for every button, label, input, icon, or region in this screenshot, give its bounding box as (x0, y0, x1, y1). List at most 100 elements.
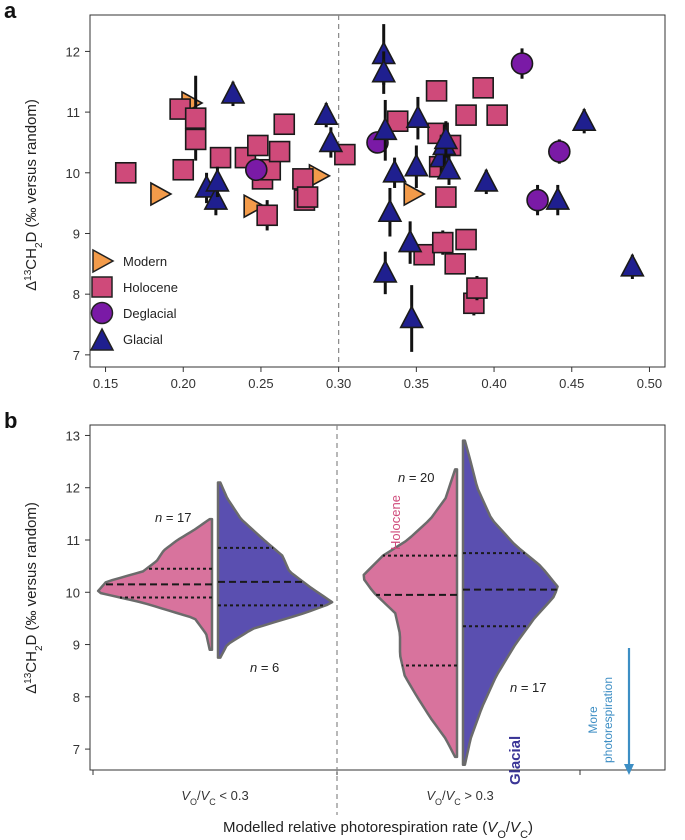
legend-modern-marker (92, 248, 115, 274)
photoresp-arrow-head (624, 764, 634, 775)
point-glacial (372, 116, 398, 141)
panel-a-ylabel-sub: 2 (34, 242, 45, 248)
violin-glacial-right (216, 481, 334, 659)
y-tick-label: 11 (67, 105, 81, 120)
xlabel-slash: / (506, 819, 511, 836)
panel-a-ylabel-sup: 13 (23, 269, 34, 281)
point-modern (243, 193, 266, 219)
n-label-group2-glacial: n = 17 (510, 680, 547, 695)
point-holocene (486, 104, 508, 126)
panel-a-scatter: 0.15 0.20 0.25 0.30 0.35 0.40 0.45 0.50 7 8 9 10 11 1… (23, 14, 666, 391)
point-holocene (466, 277, 488, 299)
x-tick-label: 0.45 (559, 376, 584, 391)
point-holocene (386, 110, 409, 133)
point-holocene (172, 158, 195, 181)
n-label-group1-glacial: n = 6 (250, 660, 279, 675)
panel-b-ylabel-end: D (‰ versus random) (23, 502, 40, 645)
point-holocene (444, 253, 467, 275)
legend-holocene-marker (91, 276, 113, 298)
point-glacial (220, 80, 246, 104)
panel-b-violins (96, 439, 559, 767)
legend: Modern Holocene Deglacial Glacial (89, 248, 178, 351)
point-holocene (425, 80, 448, 102)
point-holocene (273, 113, 296, 136)
panel-b-ylabel-sup: 13 (23, 672, 34, 684)
y-tick-label: 11 (67, 533, 81, 548)
point-holocene (435, 186, 457, 208)
panel-b-ylabel-ch: CH (23, 651, 40, 673)
cat1-slash: / (197, 788, 201, 803)
panel-a-ylabel: Δ13CH2D (‰ versus random) (23, 99, 45, 291)
point-glacial (620, 253, 645, 277)
panel-a-points (114, 24, 645, 352)
point-glacial (571, 107, 597, 132)
point-glacial (382, 159, 407, 183)
glacial-violin-label: Glacial (507, 736, 524, 785)
panel-b-violin: 7 8 9 10 11 12 13 n = 17 n = 6 n = 20 n = 17 H… (23, 424, 666, 840)
category-label-group1: VO/VC < 0.3 (181, 788, 248, 807)
y-tick-label: 7 (73, 348, 80, 363)
series-glacial (194, 24, 645, 352)
xlabel-s2: C (520, 829, 528, 840)
y-tick-label: 13 (66, 428, 80, 443)
violin-glacial-right (461, 439, 559, 767)
point-glacial (405, 104, 431, 128)
category-label-group2: VO/VC > 0.3 (426, 788, 493, 807)
point-holocene (268, 140, 291, 163)
point-holocene (431, 231, 454, 254)
legend-deglacial-label: Deglacial (123, 306, 177, 321)
annotation-line2: photorespiration (601, 677, 615, 763)
y-tick-label: 8 (73, 690, 80, 705)
n-label-group1-holocene: n = 17 (155, 510, 192, 525)
point-glacial (399, 304, 425, 329)
panel-a-label: a (4, 0, 17, 23)
panel-b-ylabel-sub: 2 (34, 645, 45, 651)
point-deglacial (510, 52, 534, 75)
point-holocene (184, 107, 207, 129)
y-tick-label: 10 (66, 585, 80, 600)
n-label-rest: = 6 (257, 660, 279, 675)
cat1-v1: V (181, 788, 191, 803)
n-label-n: n (398, 470, 405, 485)
n-label-n: n (250, 660, 257, 675)
cat2-s1: O (435, 797, 442, 807)
violin-holocene-left (362, 468, 459, 759)
legend-holocene: Holocene (91, 276, 178, 298)
annotation-line1: More (586, 706, 600, 734)
x-tick-label: 0.50 (637, 376, 662, 391)
xlabel-main: Modelled relative photorespiration rate … (223, 819, 487, 836)
cat2-s2: C (454, 797, 461, 807)
point-modern (150, 181, 173, 207)
legend-glacial-marker (89, 327, 115, 351)
panel-b-ylabel-delta: Δ (23, 684, 40, 694)
point-holocene (292, 168, 314, 190)
point-glacial (203, 186, 229, 210)
panel-a-ylabel-delta: Δ (23, 281, 40, 291)
cat2-v2: V (446, 788, 456, 803)
legend-glacial-label: Glacial (123, 332, 163, 347)
point-glacial (377, 198, 403, 223)
n-label-n: n (510, 680, 517, 695)
y-tick-label: 8 (73, 287, 80, 302)
x-tick-label: 0.15 (93, 376, 118, 391)
n-label-rest: = 17 (517, 680, 546, 695)
point-glacial (205, 168, 230, 192)
point-holocene (247, 134, 269, 157)
point-glacial (473, 168, 499, 192)
panel-a-frame (89, 14, 666, 368)
x-tick-label: 0.35 (404, 376, 429, 391)
legend-glacial: Glacial (89, 327, 163, 351)
y-tick-label: 7 (73, 742, 80, 757)
x-tick-label: 0.40 (481, 376, 506, 391)
panel-b-ticks: 7 8 9 10 11 12 13 (66, 428, 581, 775)
y-tick-label: 12 (66, 44, 80, 59)
panel-a-ticks: 0.15 0.20 0.25 0.30 0.35 0.40 0.45 0.50 7 8 9 10 11 1… (66, 44, 663, 391)
point-deglacial (244, 158, 268, 182)
cat2-slash: / (442, 788, 446, 803)
cat1-v2: V (201, 788, 211, 803)
xlabel-end: ) (528, 819, 533, 836)
point-glacial (372, 259, 398, 283)
point-deglacial (526, 188, 549, 212)
legend-modern-label: Modern (123, 254, 167, 269)
point-holocene (296, 186, 319, 208)
